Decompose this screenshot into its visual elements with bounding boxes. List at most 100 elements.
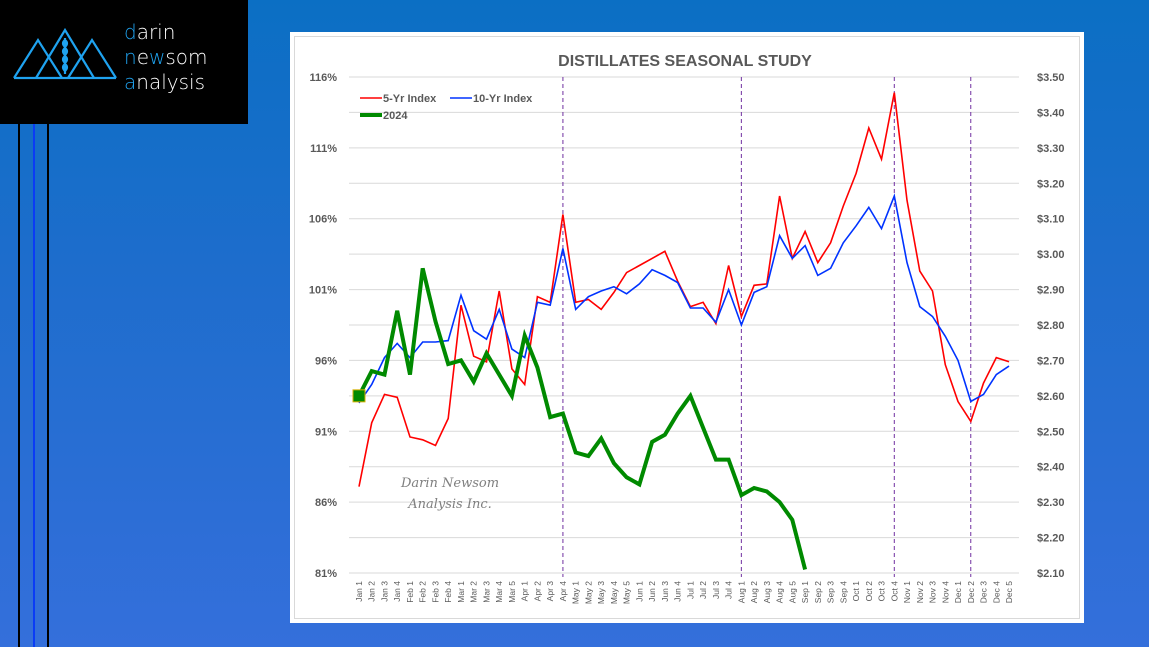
x-tick-label: Feb 2 — [418, 581, 428, 603]
y-right-tick-label: $2.40 — [1037, 462, 1065, 474]
x-tick-label: Oct 3 — [877, 581, 887, 602]
watermark: Darin Newsom Analysis Inc. — [400, 476, 499, 512]
y-right-tick-label: $3.00 — [1037, 249, 1065, 261]
legend-item: 5-Yr Index — [360, 93, 437, 105]
x-tick-label: Mar 5 — [507, 581, 517, 603]
y-right-tick-label: $2.60 — [1037, 391, 1065, 403]
x-tick-label: Apr 4 — [558, 581, 568, 602]
brand-logo: darin newsom analysis — [0, 0, 248, 124]
x-tick-label: Jun 4 — [673, 581, 683, 602]
y-right-tick-label: $2.90 — [1037, 285, 1065, 297]
y-left-tick-label: 101% — [309, 285, 337, 297]
x-tick-label: Jun 3 — [660, 581, 670, 602]
y-right-tick-label: $3.10 — [1037, 214, 1065, 226]
legend-label: 5-Yr Index — [383, 93, 437, 105]
x-tick-label: Feb 4 — [443, 581, 453, 603]
x-tick-label: Dec 5 — [1004, 581, 1014, 603]
x-tick-label: Sep 1 — [800, 581, 810, 603]
brand-name: darin newsom analysis — [124, 20, 208, 95]
x-tick-label: Apr 2 — [532, 581, 542, 602]
x-tick-label: Aug 5 — [787, 581, 797, 603]
x-tick-label: Sep 3 — [826, 581, 836, 603]
y-axis-right: $3.50 $3.40 $3.30 $3.20 $3.10 $3.00 $2.90 $2.80… — [1037, 72, 1065, 580]
x-tick-label: Dec 4 — [991, 581, 1001, 603]
y-right-tick-label: $3.30 — [1037, 143, 1065, 155]
x-tick-label: Oct 4 — [889, 581, 899, 602]
chart-title: DISTILLATES SEASONAL STUDY — [558, 53, 812, 70]
brand-letter: n — [124, 45, 137, 69]
x-tick-label: Sep 2 — [813, 581, 823, 603]
x-tick-label: Jan 2 — [367, 581, 377, 602]
chart-frame — [294, 36, 1080, 619]
x-tick-label: Jun 1 — [634, 581, 644, 602]
y-right-tick-label: $2.30 — [1037, 497, 1065, 509]
legend-item: 2024 — [360, 110, 408, 122]
x-tick-label: Apr 1 — [520, 581, 530, 602]
y-axis-left: 116% 111% 106% 101% 96% 91% 86% 81% — [309, 72, 337, 580]
legend-label: 2024 — [383, 110, 408, 122]
x-tick-label: Feb 3 — [430, 581, 440, 603]
series-line-10-yr-index — [358, 193, 1010, 404]
x-tick-label: Sep 4 — [838, 581, 848, 603]
series-lines — [352, 92, 1010, 570]
x-tick-label: Dec 3 — [979, 581, 989, 603]
series-start-marker — [352, 389, 366, 403]
x-tick-label: Nov 4 — [940, 581, 950, 603]
brand-word: som — [165, 45, 208, 69]
y-left-tick-label: 106% — [309, 214, 337, 226]
mountain-wheat-icon — [13, 27, 117, 80]
decorative-stripe — [47, 124, 49, 647]
x-tick-label: Oct 2 — [864, 581, 874, 602]
decorative-stripe — [33, 124, 35, 647]
x-tick-label: Nov 2 — [915, 581, 925, 603]
y-right-tick-label: $2.70 — [1037, 355, 1065, 367]
legend-item: 10-Yr Index — [450, 93, 533, 105]
y-right-tick-label: $3.20 — [1037, 178, 1065, 190]
x-tick-label: Nov 1 — [902, 581, 912, 603]
watermark-text: Analysis Inc. — [407, 497, 492, 512]
x-tick-label: Jul 4 — [724, 581, 734, 599]
x-tick-label: Dec 1 — [953, 581, 963, 603]
seasonal-line-chart: DISTILLATES SEASONAL STUDY 116%111%106%1… — [309, 53, 1065, 604]
y-right-tick-label: $2.50 — [1037, 426, 1065, 438]
x-tick-label: Jan 4 — [392, 581, 402, 602]
x-tick-label: Dec 2 — [966, 581, 976, 603]
chart-card: DISTILLATES SEASONAL STUDY 116% 111% 106% 1… — [290, 32, 1084, 623]
brand-word: nalysis — [136, 70, 205, 94]
series-line-2024 — [357, 267, 808, 570]
y-right-tick-label: $2.80 — [1037, 320, 1065, 332]
legend-label: 10-Yr Index — [473, 93, 533, 105]
x-tick-label: Mar 4 — [494, 581, 504, 603]
x-tick-label: Jul 3 — [711, 581, 721, 599]
y-left-tick-label: 111% — [310, 143, 337, 155]
x-tick-label: May 3 — [596, 581, 606, 604]
legend: 5-Yr Index 10-Yr Index 2024 — [360, 93, 533, 122]
x-tick-label: Apr 3 — [545, 581, 555, 602]
y-right-tick-label: $3.40 — [1037, 107, 1065, 119]
y-right-tick-label: $2.10 — [1037, 568, 1065, 580]
x-tick-label: Jul 2 — [698, 581, 708, 599]
y-right-tick-label: $3.50 — [1037, 72, 1065, 84]
y-left-tick-label: 86% — [315, 497, 337, 509]
x-tick-label: Jul 1 — [685, 581, 695, 599]
x-axis: Jan 1 Jan 2 Jan 3 Jan 4 Feb 1 Feb 2 Feb 3 Feb 4… — [354, 581, 1014, 604]
y-right-tick-label: $2.20 — [1037, 533, 1065, 545]
x-tick-label: Mar 3 — [481, 581, 491, 603]
y-left-tick-label: 91% — [315, 426, 337, 438]
brand-word: arin — [136, 20, 176, 44]
x-tick-label: Aug 4 — [775, 581, 785, 603]
x-tick-label: May 5 — [622, 581, 632, 604]
x-tick-label: Aug 1 — [736, 581, 746, 603]
brand-word: e — [136, 45, 149, 69]
decorative-stripe — [18, 124, 20, 647]
x-tick-label: Aug 3 — [762, 581, 772, 603]
x-tick-label: May 1 — [571, 581, 581, 604]
y-left-tick-label: 96% — [315, 355, 337, 367]
x-tick-label: Mar 1 — [456, 581, 466, 603]
x-tick-label: May 4 — [609, 581, 619, 604]
x-tick-label: Jun 2 — [647, 581, 657, 602]
x-tick-label: Oct 1 — [851, 581, 861, 602]
x-tick-label: Jan 1 — [354, 581, 364, 602]
brand-letter: d — [124, 20, 137, 44]
gridlines — [349, 76, 1019, 574]
